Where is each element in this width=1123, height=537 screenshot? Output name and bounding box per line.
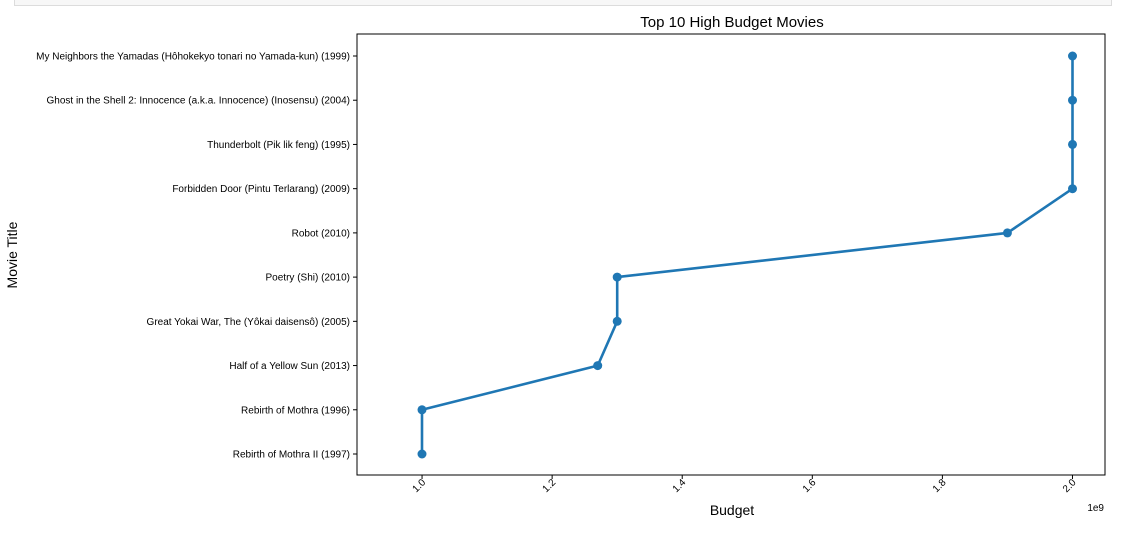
y-tick-label: Rebirth of Mothra (1996) [241,405,350,416]
data-point [417,405,427,415]
y-axis: My Neighbors the Yamadas (Hôhokekyo tona… [36,52,357,461]
series-line-group [417,51,1077,459]
series-line [420,56,1074,454]
data-point [1068,184,1077,194]
y-tick-label: Poetry (Shi) (2010) [266,273,350,284]
x-tick-label: 1.0 [411,477,429,495]
x-tick-label: 1.4 [671,477,689,495]
x-tick-label: 1.6 [801,477,819,495]
x-tick-label: 2.0 [1061,477,1079,495]
y-tick-label: Half of a Yellow Sun (2013) [229,361,350,372]
x-axis: 1.0 1.2 1.4 1.6 1.8 2.0 [411,475,1079,495]
data-point [1068,139,1077,149]
data-point [612,272,622,282]
data-point [612,316,622,326]
data-point [1068,95,1077,105]
plot-frame [356,33,1106,476]
data-point [417,449,427,459]
y-axis-title: Movie Title [4,221,20,288]
y-tick-label: Thunderbolt (Pik lik feng) (1995) [207,140,350,151]
y-tick-label: Robot (2010) [292,228,350,239]
x-axis-title: Budget [710,502,754,518]
y-tick-label: Forbidden Door (Pintu Terlarang) (2009) [172,184,350,195]
y-tick-label: Rebirth of Mothra II (1997) [233,450,350,461]
cell-top-border [14,0,1112,6]
y-tick-label: Ghost in the Shell 2: Innocence (a.k.a. … [46,96,350,107]
x-tick-label: 1.2 [541,477,559,495]
y-tick-label: Great Yokai War, The (Yôkai daisensô) (2… [147,317,350,328]
chart-title: Top 10 High Budget Movies [640,14,823,31]
data-point [593,361,603,371]
x-tick-label: 1.8 [931,477,949,495]
data-point [1002,228,1012,238]
x-axis-scale-label: 1e9 [1087,503,1104,514]
data-point [1068,51,1077,61]
y-tick-label: My Neighbors the Yamadas (Hôhokekyo tona… [36,52,350,63]
